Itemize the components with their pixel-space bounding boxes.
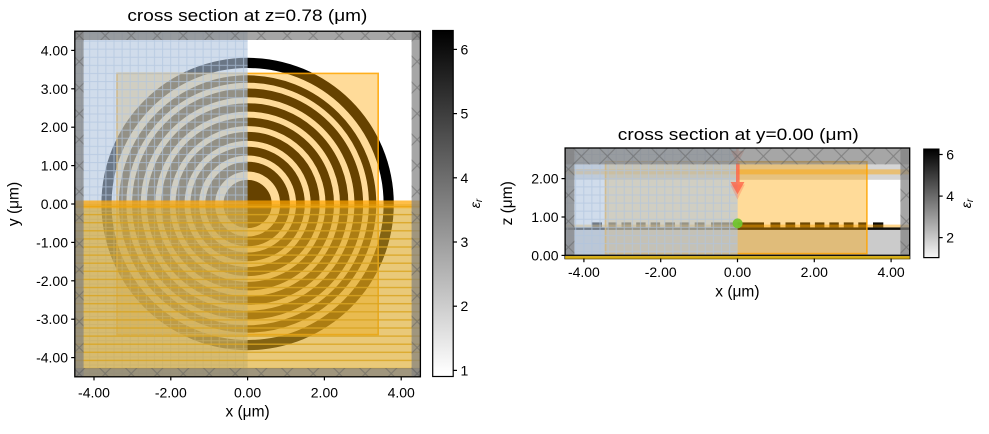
svg-text:4.00: 4.00 — [877, 264, 904, 280]
svg-text:0.00: 0.00 — [234, 385, 261, 401]
svg-text:-2.00: -2.00 — [155, 385, 187, 401]
svg-text:1.00: 1.00 — [531, 209, 558, 225]
svg-text:y (μm): y (μm) — [6, 182, 23, 226]
svg-text:x (μm): x (μm) — [715, 283, 759, 300]
svg-text:2.00: 2.00 — [801, 264, 828, 280]
svg-text:2: 2 — [946, 230, 954, 246]
svg-text:1.00: 1.00 — [41, 158, 68, 174]
svg-text:3.00: 3.00 — [41, 81, 68, 97]
svg-text:-4.00: -4.00 — [568, 264, 600, 280]
svg-text:cross section at z=0.78 (μm): cross section at z=0.78 (μm) — [127, 7, 367, 25]
svg-text:εr: εr — [958, 198, 976, 208]
svg-text:εr: εr — [467, 198, 485, 208]
svg-text:4.00: 4.00 — [41, 42, 68, 58]
svg-text:2.00: 2.00 — [531, 171, 558, 187]
svg-text:0.00: 0.00 — [531, 247, 558, 263]
svg-text:6: 6 — [461, 41, 469, 57]
svg-text:4: 4 — [461, 170, 469, 186]
svg-text:0.00: 0.00 — [41, 196, 68, 212]
svg-text:0.00: 0.00 — [724, 264, 751, 280]
svg-text:5: 5 — [461, 106, 469, 122]
svg-text:2: 2 — [461, 298, 469, 314]
svg-text:x (μm): x (μm) — [225, 404, 269, 421]
svg-text:1: 1 — [461, 362, 469, 378]
svg-text:6: 6 — [946, 147, 954, 163]
svg-text:2.00: 2.00 — [41, 119, 68, 135]
svg-text:-2.00: -2.00 — [36, 273, 68, 289]
svg-text:-4.00: -4.00 — [78, 385, 110, 401]
svg-text:-4.00: -4.00 — [36, 350, 68, 366]
svg-text:4: 4 — [946, 188, 954, 204]
svg-text:cross section at y=0.00 (μm): cross section at y=0.00 (μm) — [618, 126, 859, 144]
svg-text:-1.00: -1.00 — [36, 234, 68, 250]
svg-text:4.00: 4.00 — [388, 385, 415, 401]
svg-text:3: 3 — [461, 234, 469, 250]
svg-text:-2.00: -2.00 — [645, 264, 677, 280]
svg-text:-3.00: -3.00 — [36, 311, 68, 327]
svg-text:z (μm): z (μm) — [499, 181, 516, 225]
svg-text:2.00: 2.00 — [311, 385, 338, 401]
